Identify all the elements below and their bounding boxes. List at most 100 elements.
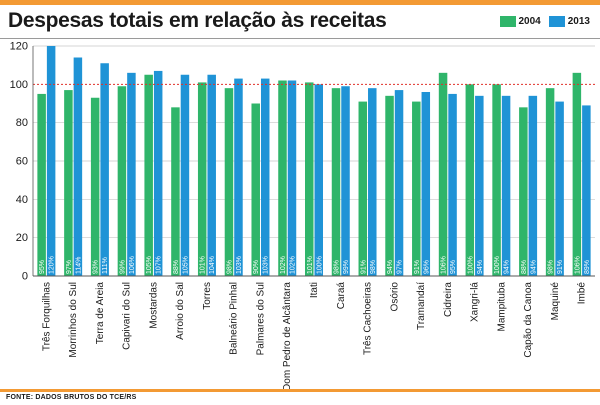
- data-label-2004-5: 88%: [173, 260, 180, 274]
- bar-2004-2: [90, 97, 100, 276]
- category-label-7: Balneário Pinhal: [229, 282, 240, 355]
- category-label-2: Terra de Areia: [95, 282, 106, 345]
- data-label-2013-15: 95%: [450, 260, 457, 274]
- bar-2004-0: [37, 93, 46, 276]
- data-label-2004-4: 105%: [146, 256, 153, 274]
- legend-item-2013: 2013: [548, 16, 590, 27]
- data-label-2013-3: 106%: [129, 256, 136, 274]
- data-label-2013-13: 97%: [397, 260, 404, 274]
- bar-2004-15: [438, 72, 448, 276]
- data-label-2004-9: 102%: [280, 256, 287, 274]
- y-tick-label-0: 0: [22, 271, 28, 283]
- data-label-2013-7: 103%: [236, 256, 243, 274]
- bar-2013-3: [127, 72, 136, 276]
- category-label-11: Caraá: [336, 282, 347, 310]
- bar-2004-18: [519, 107, 528, 276]
- chart-title: Despesas totais em relação às receitas: [8, 9, 387, 32]
- data-label-2004-7: 98%: [226, 260, 233, 274]
- data-label-2004-6: 101%: [200, 256, 207, 274]
- bar-2013-7: [234, 78, 243, 276]
- category-label-17: Mampituba: [496, 282, 507, 332]
- bar-2004-19: [545, 88, 555, 276]
- legend-label-2004: 2004: [518, 16, 541, 27]
- data-label-2004-3: 99%: [119, 260, 126, 274]
- y-tick-label-120: 120: [10, 41, 28, 53]
- category-label-16: Xangri-lá: [470, 282, 481, 322]
- bar-2004-13: [385, 95, 394, 276]
- data-label-2013-18: 94%: [530, 260, 537, 274]
- bar-2013-12: [368, 88, 377, 276]
- bar-2013-10: [314, 84, 323, 276]
- category-label-14: Tramandaí: [416, 282, 427, 330]
- data-label-2004-10: 101%: [307, 256, 314, 274]
- y-tick-label-40: 40: [16, 194, 28, 206]
- bar-2013-13: [394, 90, 404, 276]
- data-label-2004-18: 88%: [521, 260, 528, 274]
- data-label-2004-12: 91%: [360, 260, 367, 274]
- data-label-2013-16: 94%: [477, 260, 484, 274]
- bar-2013-16: [475, 95, 484, 276]
- data-label-2004-1: 97%: [66, 260, 73, 274]
- y-tick-label-20: 20: [16, 232, 28, 244]
- bar-2004-5: [171, 107, 180, 276]
- data-label-2004-2: 93%: [93, 260, 100, 274]
- category-label-5: Arroio do Sal: [175, 282, 186, 340]
- data-label-2013-17: 94%: [504, 260, 511, 274]
- bar-2013-17: [501, 95, 511, 276]
- bar-2004-16: [465, 84, 475, 276]
- bar-2013-18: [528, 95, 538, 276]
- data-label-2013-14: 96%: [423, 260, 430, 274]
- legend-swatch-2013: [548, 16, 565, 27]
- bar-2004-6: [197, 82, 207, 276]
- data-label-2013-1: 114%: [75, 257, 82, 274]
- category-label-4: Mostardas: [148, 282, 159, 329]
- category-label-12: Três Cachoeiras: [363, 282, 374, 355]
- category-label-10: Itati: [309, 282, 320, 298]
- data-label-2004-20: 106%: [574, 256, 581, 274]
- header-divider: [0, 38, 600, 39]
- bar-2004-20: [572, 72, 582, 276]
- bar-2004-14: [412, 101, 421, 276]
- data-label-2013-12: 98%: [370, 260, 377, 274]
- bar-2004-4: [144, 74, 153, 276]
- data-label-2004-8: 90%: [253, 260, 260, 274]
- data-label-2004-15: 106%: [441, 256, 448, 274]
- category-label-15: Cidreira: [443, 282, 454, 317]
- legend-label-2013: 2013: [567, 16, 590, 27]
- data-label-2004-0: 95%: [39, 260, 46, 274]
- data-label-2013-10: 100%: [316, 256, 323, 274]
- data-label-2004-11: 98%: [334, 260, 341, 274]
- data-label-2013-5: 105%: [182, 256, 189, 274]
- category-label-1: Morrinhos do Sul: [68, 282, 79, 358]
- bar-2013-15: [448, 93, 457, 276]
- category-label-0: Três Forquilhas: [41, 282, 52, 351]
- bar-2004-12: [358, 101, 368, 276]
- bar-2013-2: [100, 63, 109, 276]
- bar-2004-7: [224, 88, 234, 276]
- data-label-2013-0: 120%: [49, 256, 56, 274]
- y-tick-label-60: 60: [16, 156, 28, 168]
- data-label-2004-13: 94%: [387, 260, 394, 274]
- bar-2013-11: [341, 86, 350, 276]
- data-label-2013-20: 89%: [584, 260, 591, 274]
- bar-2013-0: [46, 46, 56, 276]
- bar-2004-8: [251, 103, 260, 276]
- data-label-2013-9: 102%: [289, 256, 296, 274]
- bar-2004-9: [278, 80, 287, 276]
- data-label-2013-11: 99%: [343, 260, 350, 274]
- bottom-accent-bar: [0, 389, 600, 392]
- legend-swatch-2004: [499, 16, 516, 27]
- bar-2004-17: [492, 84, 501, 276]
- bar-2013-5: [180, 74, 190, 276]
- legend-item-2004: 2004: [499, 16, 541, 27]
- data-label-2004-17: 100%: [494, 256, 501, 274]
- source-note: FONTE: DADOS BRUTOS DO TCE/RS: [6, 394, 137, 401]
- category-label-6: Torres: [202, 282, 213, 310]
- data-label-2013-2: 111%: [102, 257, 109, 274]
- bar-2004-10: [305, 82, 314, 276]
- y-tick-label-80: 80: [16, 117, 28, 129]
- bar-2013-8: [260, 78, 270, 276]
- category-label-3: Capivari do Sul: [122, 282, 133, 350]
- category-label-18: Capão da Canoa: [523, 282, 534, 358]
